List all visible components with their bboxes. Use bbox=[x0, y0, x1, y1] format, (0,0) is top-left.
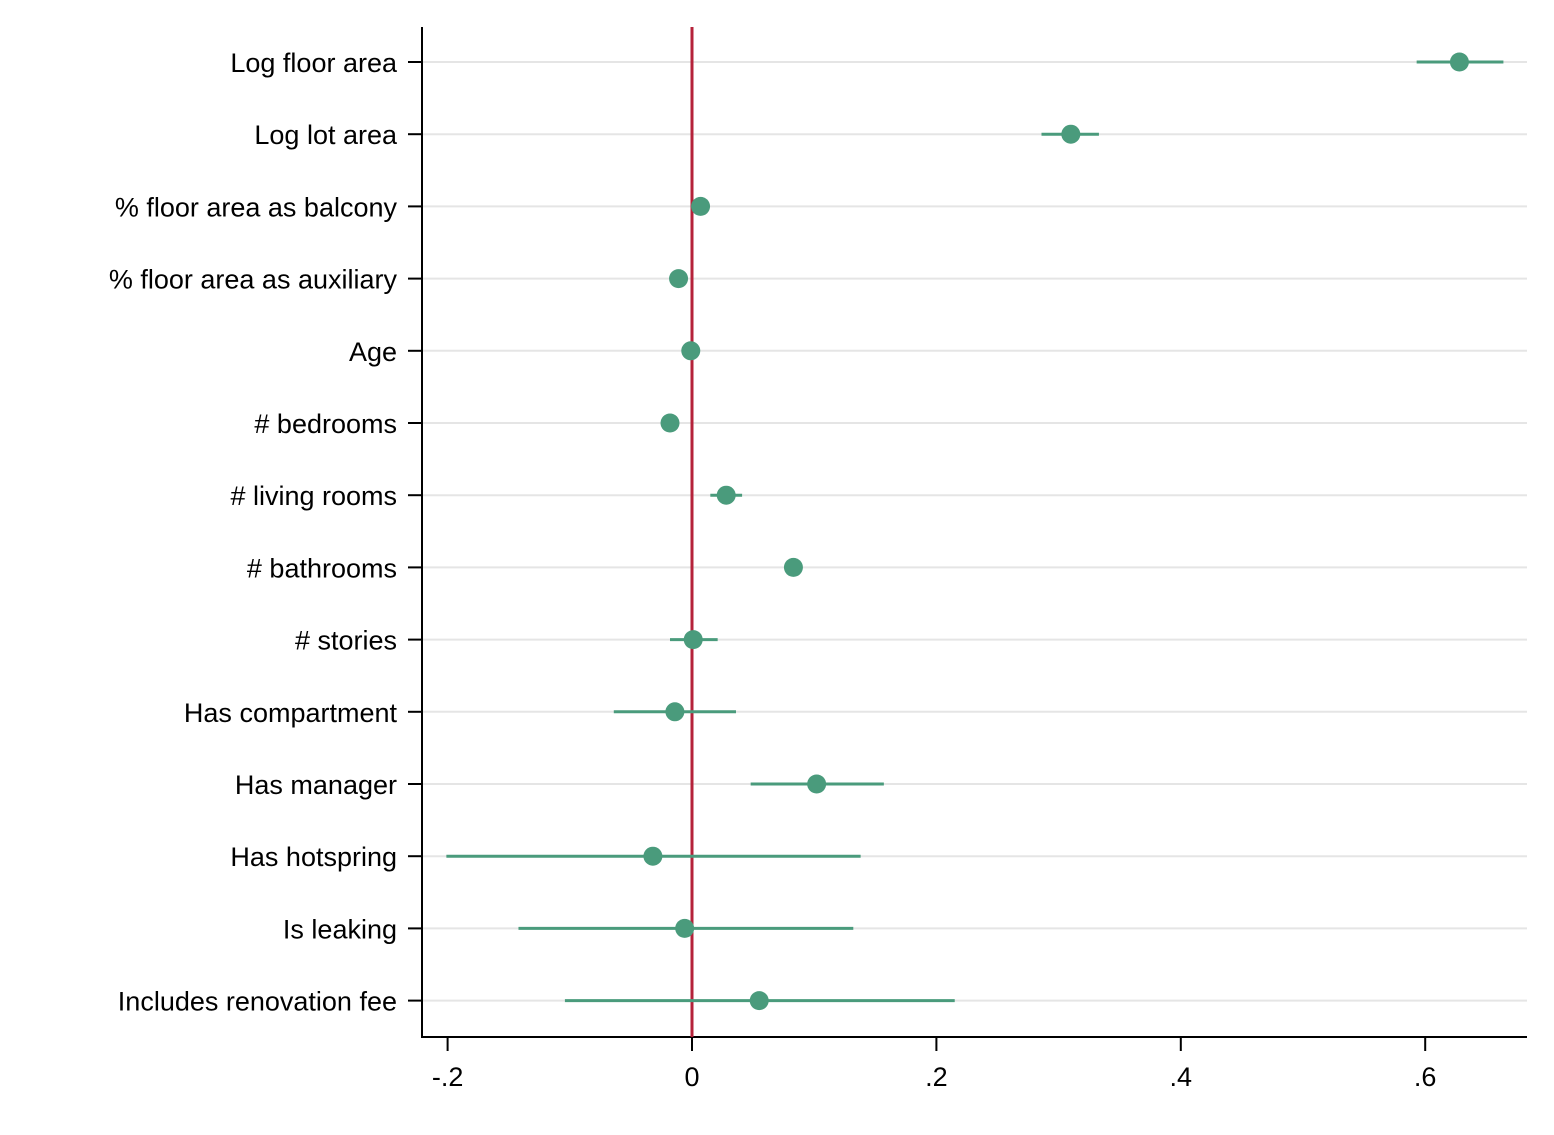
point-estimate bbox=[675, 918, 695, 938]
y-tick-label: Age bbox=[349, 337, 397, 367]
y-tick-label: Is leaking bbox=[283, 914, 397, 944]
y-tick-label: # stories bbox=[295, 626, 397, 656]
point-estimate bbox=[669, 269, 689, 289]
y-tick-label: # bedrooms bbox=[254, 409, 397, 439]
y-tick-label: # living rooms bbox=[230, 481, 397, 511]
x-tick-label: 0 bbox=[684, 1062, 699, 1092]
y-tick-label: Has hotspring bbox=[230, 842, 397, 872]
point-estimate bbox=[665, 702, 685, 722]
x-tick-label: .6 bbox=[1414, 1062, 1437, 1092]
point-estimate bbox=[660, 413, 680, 433]
point-estimate bbox=[1061, 124, 1081, 144]
point-estimate bbox=[783, 557, 803, 577]
y-tick-label: Log lot area bbox=[254, 120, 398, 150]
point-estimate bbox=[691, 196, 711, 216]
y-tick-label: Includes renovation fee bbox=[118, 987, 397, 1017]
point-estimate bbox=[681, 341, 701, 361]
y-tick-label: # bathrooms bbox=[247, 553, 397, 583]
y-tick-label: Log floor area bbox=[230, 48, 398, 78]
y-tick-label: Has manager bbox=[235, 770, 397, 800]
point-estimate bbox=[749, 991, 769, 1011]
confidence-intervals bbox=[446, 60, 1504, 1003]
y-tick-label: Has compartment bbox=[184, 698, 398, 728]
labels: Log floor area Log lot area % floor area a… bbox=[109, 48, 1437, 1092]
y-tick-label: % floor area as balcony bbox=[115, 192, 398, 222]
gridlines bbox=[422, 61, 1527, 1002]
point-estimate bbox=[807, 774, 827, 794]
y-tick-label: % floor area as auxiliary bbox=[109, 265, 398, 295]
x-tick-label: -.2 bbox=[432, 1062, 464, 1092]
axes bbox=[408, 27, 1527, 1051]
point-estimate bbox=[1449, 52, 1469, 72]
x-tick-label: .4 bbox=[1170, 1062, 1193, 1092]
point-estimate bbox=[683, 630, 703, 650]
point-estimates bbox=[643, 52, 1469, 1011]
point-estimate bbox=[643, 846, 663, 866]
point-estimate bbox=[716, 485, 736, 505]
x-tick-label: .2 bbox=[925, 1062, 948, 1092]
